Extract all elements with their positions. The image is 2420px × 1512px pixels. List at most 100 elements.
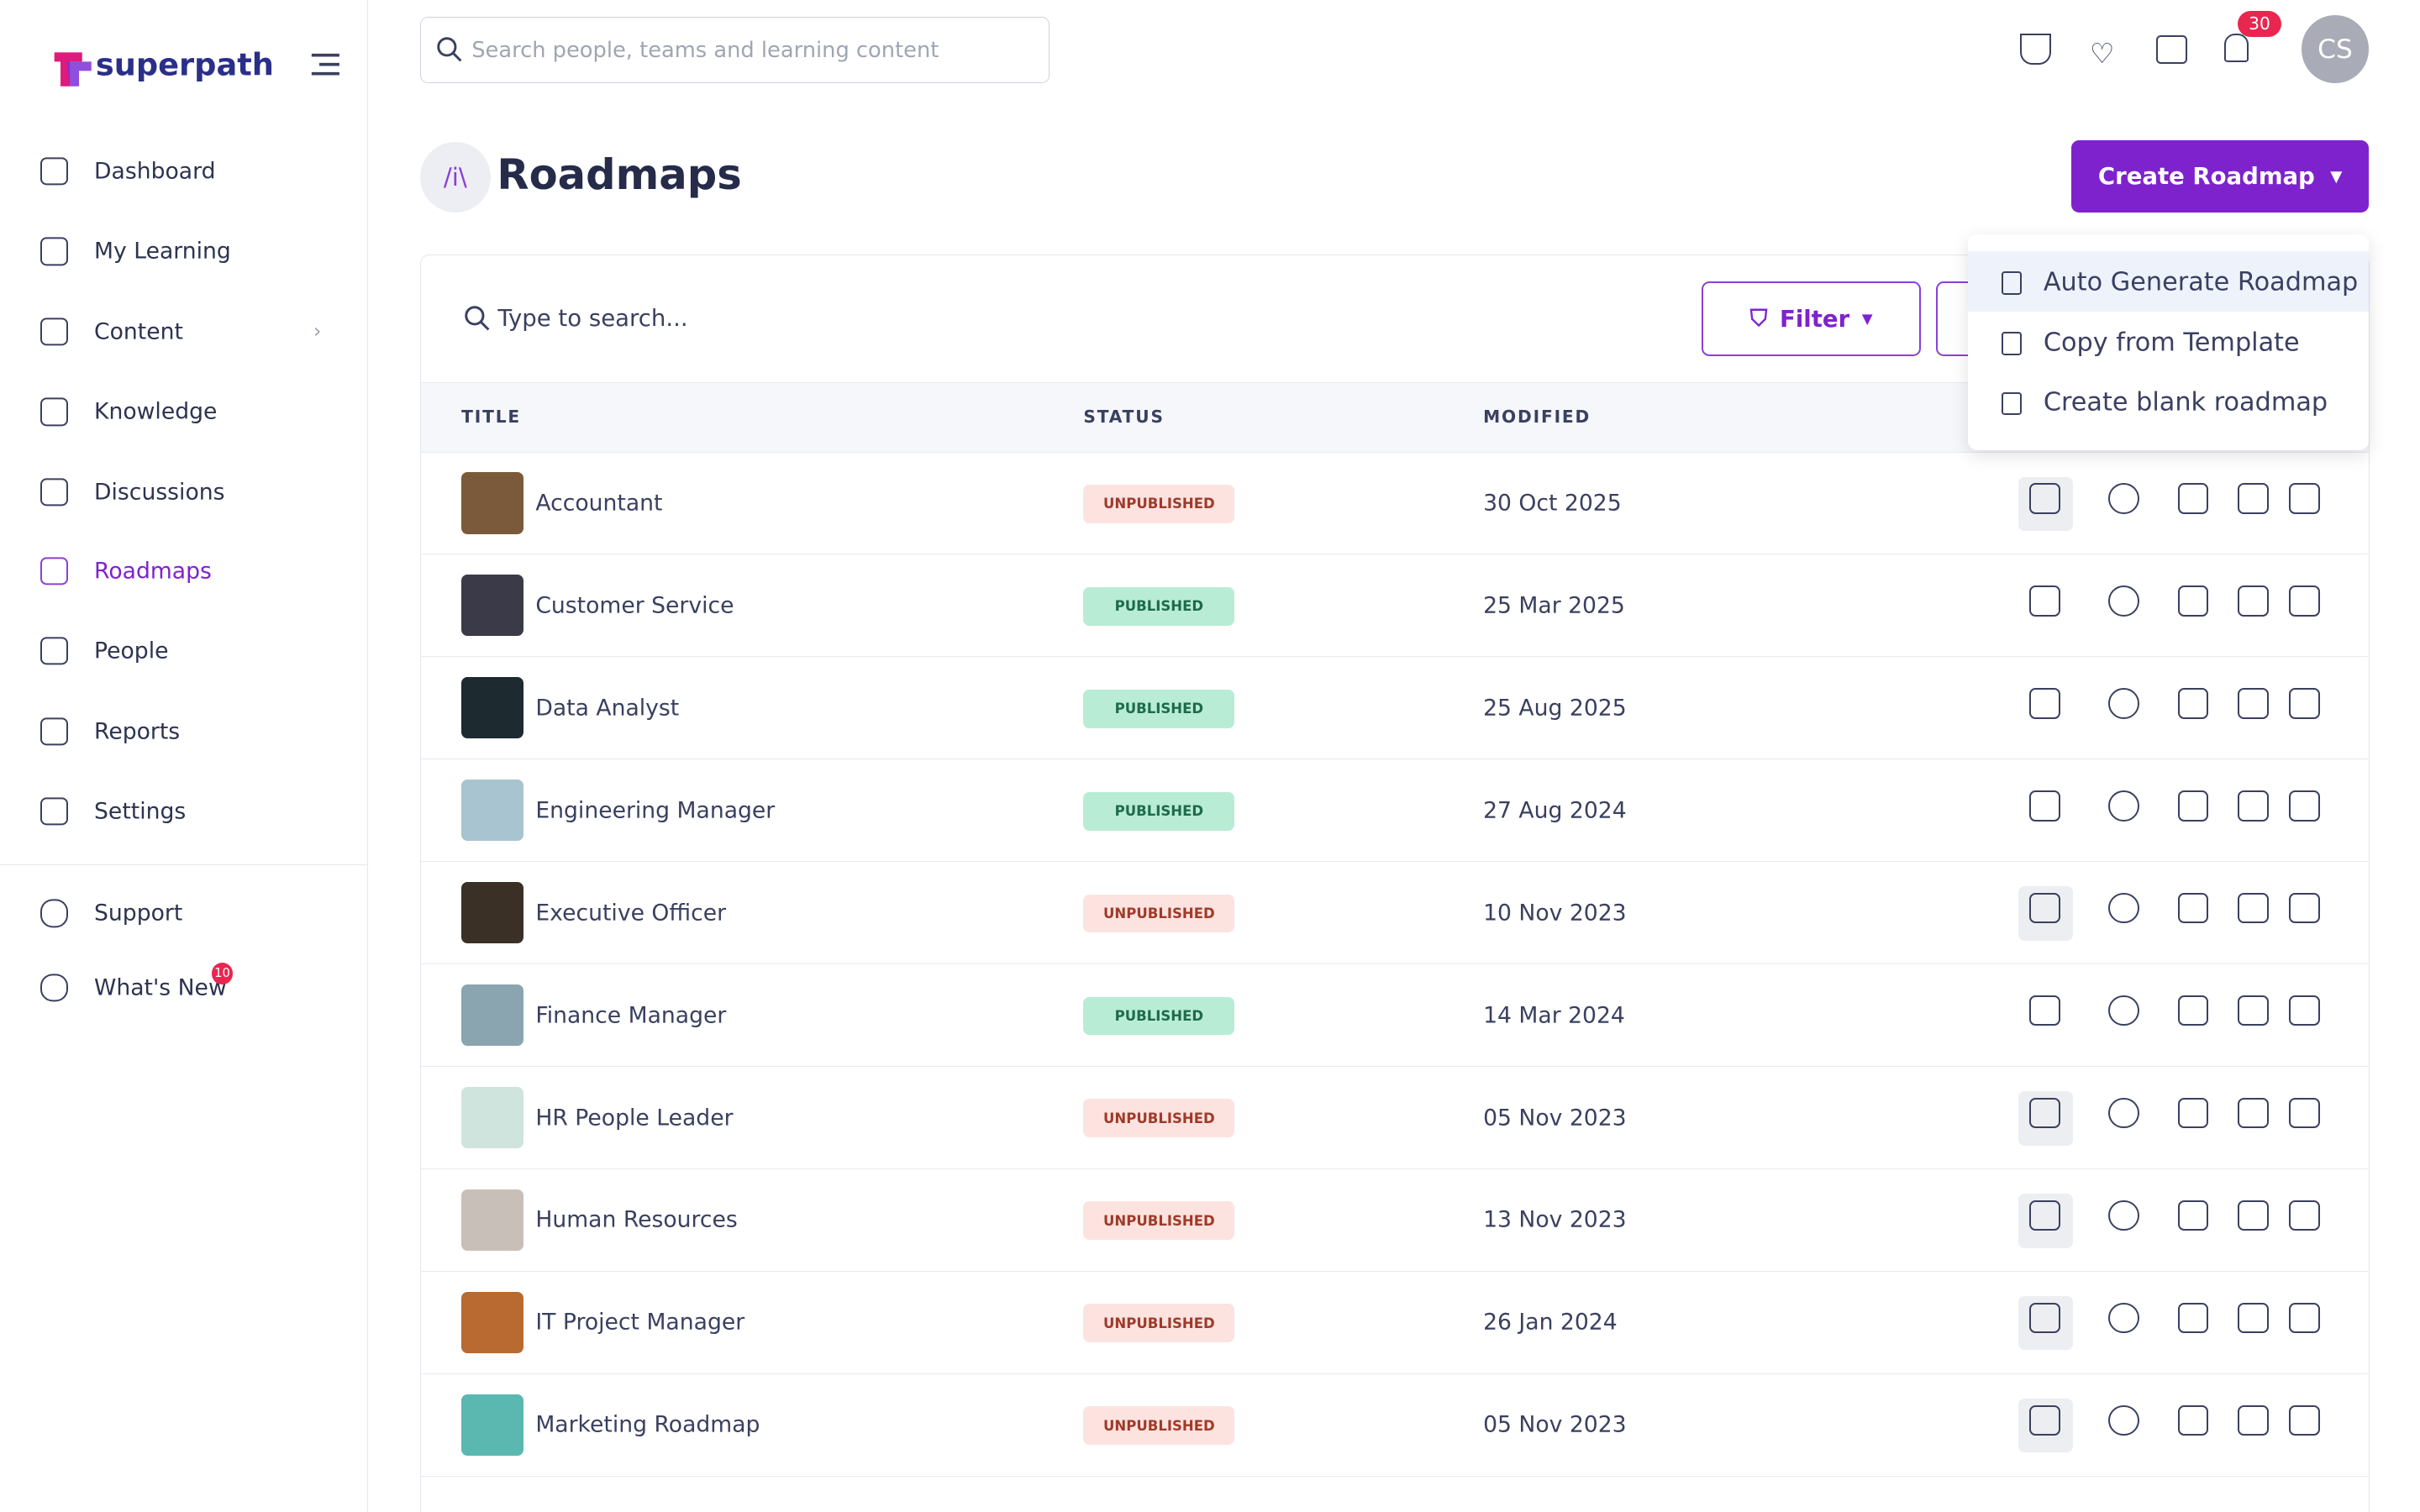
delete-icon[interactable] [2288,790,2320,822]
row-title[interactable]: Marketing Roadmap [535,1411,760,1438]
delete-icon[interactable] [2288,585,2320,617]
copy-icon[interactable] [2238,1200,2269,1231]
delete-icon[interactable] [2288,1200,2320,1231]
audience-icon[interactable] [2029,482,2061,514]
nav-item[interactable]: Reports [94,718,181,745]
report-icon[interactable] [2177,1302,2209,1334]
delete-icon[interactable] [2288,687,2320,719]
report-icon[interactable] [2177,482,2209,514]
menu-item[interactable]: Auto Generate Roadmap [2043,267,2359,297]
share-icon[interactable] [2107,687,2139,719]
audience-icon[interactable] [2029,585,2061,617]
messages-icon[interactable] [2155,35,2187,64]
audience-icon[interactable] [2029,1302,2061,1334]
nav-item[interactable]: Roadmaps [94,558,212,585]
report-icon[interactable] [2177,790,2209,822]
menu-item[interactable]: Copy from Template [2043,328,2300,358]
nav-item[interactable]: What's New [94,974,227,1000]
table-search[interactable]: Type to search... [497,305,688,333]
nav-item[interactable]: Knowledge [94,398,218,425]
divider [0,864,368,866]
create-roadmap-button[interactable]: Create Roadmap ▼ [2070,140,2370,213]
report-icon[interactable] [2177,1200,2209,1231]
delete-icon[interactable] [2288,892,2320,924]
audience-icon[interactable] [2029,1097,2061,1129]
nav-item[interactable]: Support [94,900,183,927]
report-icon[interactable] [2177,995,2209,1026]
report-icon[interactable] [2177,1097,2209,1129]
row-title[interactable]: Engineering Manager [535,797,776,824]
thumbnail [461,1394,523,1457]
row-title[interactable]: Accountant [535,490,663,517]
nav-icon [39,397,69,427]
nav-icon [39,797,69,826]
audience-icon[interactable] [2029,1404,2061,1436]
copy-icon[interactable] [2238,790,2269,822]
menu-item[interactable]: Create blank roadmap [2043,387,2328,417]
row-title[interactable]: Human Resources [535,1206,738,1233]
report-icon[interactable] [2177,1404,2209,1436]
row-title[interactable]: Executive Officer [535,900,727,927]
menu-toggle[interactable] [310,52,341,76]
search-placeholder: Search people, teams and learning conten… [471,37,939,63]
nav-item[interactable]: Content [94,318,183,345]
filter-button[interactable]: ⛉ Filter ▼ [1702,281,1922,356]
share-icon[interactable] [2107,1302,2139,1334]
report-icon[interactable] [2177,585,2209,617]
notification-count: 30 [2238,10,2281,38]
thumbnail [461,574,523,637]
audience-icon[interactable] [2029,892,2061,924]
share-icon[interactable] [2107,790,2139,822]
notifications-icon[interactable] [2223,34,2249,62]
global-search[interactable]: Search people, teams and learning conten… [419,17,1050,84]
modified-date: 10 Nov 2023 [1483,900,1627,927]
row-title[interactable]: HR People Leader [535,1105,734,1131]
nav-icon [39,899,69,928]
nav-icon [39,717,69,746]
status-badge: UNPUBLISHED [1083,1201,1235,1241]
nav-item[interactable]: Discussions [94,479,225,506]
share-icon[interactable] [2107,585,2139,617]
copy-icon[interactable] [2238,482,2269,514]
audience-icon[interactable] [2029,687,2061,719]
column-header: STATUS [1083,406,1165,427]
row-title[interactable]: Data Analyst [535,695,680,722]
delete-icon[interactable] [2288,1097,2320,1129]
audience-icon[interactable] [2029,790,2061,822]
delete-icon[interactable] [2288,482,2320,514]
column-header: MODIFIED [1483,406,1591,427]
share-icon[interactable] [2107,1404,2139,1436]
share-icon[interactable] [2107,892,2139,924]
delete-icon[interactable] [2288,1302,2320,1334]
row-title[interactable]: Finance Manager [535,1002,727,1029]
copy-icon[interactable] [2238,585,2269,617]
favorites-icon[interactable]: ♡ [2089,37,2115,71]
audience-icon[interactable] [2029,1200,2061,1231]
copy-icon[interactable] [2238,995,2269,1026]
share-icon[interactable] [2107,1097,2139,1129]
copy-icon[interactable] [2238,1302,2269,1334]
nav-item[interactable]: Dashboard [94,158,216,185]
share-icon[interactable] [2107,995,2139,1026]
share-icon[interactable] [2107,1200,2139,1231]
row-title[interactable]: Customer Service [535,592,734,619]
thumbnail [461,984,523,1047]
copy-icon[interactable] [2238,1404,2269,1436]
copy-icon[interactable] [2238,892,2269,924]
copy-icon[interactable] [2238,687,2269,719]
create-menu: Auto Generate Roadmap Copy from Template C… [1967,234,2370,451]
audience-icon[interactable] [2029,995,2061,1026]
report-icon[interactable] [2177,687,2209,719]
delete-icon[interactable] [2288,1404,2320,1436]
nav-item[interactable]: Settings [94,798,187,825]
nav-item[interactable]: People [94,638,169,664]
share-icon[interactable] [2107,482,2139,514]
copy-icon[interactable] [2238,1097,2269,1129]
status-badge: UNPUBLISHED [1083,894,1235,933]
avatar[interactable]: CS [2301,15,2370,84]
report-icon[interactable] [2177,892,2209,924]
trophy-icon[interactable] [2020,34,2052,66]
nav-item[interactable]: My Learning [94,238,231,265]
row-title[interactable]: IT Project Manager [535,1309,745,1336]
delete-icon[interactable] [2288,995,2320,1026]
